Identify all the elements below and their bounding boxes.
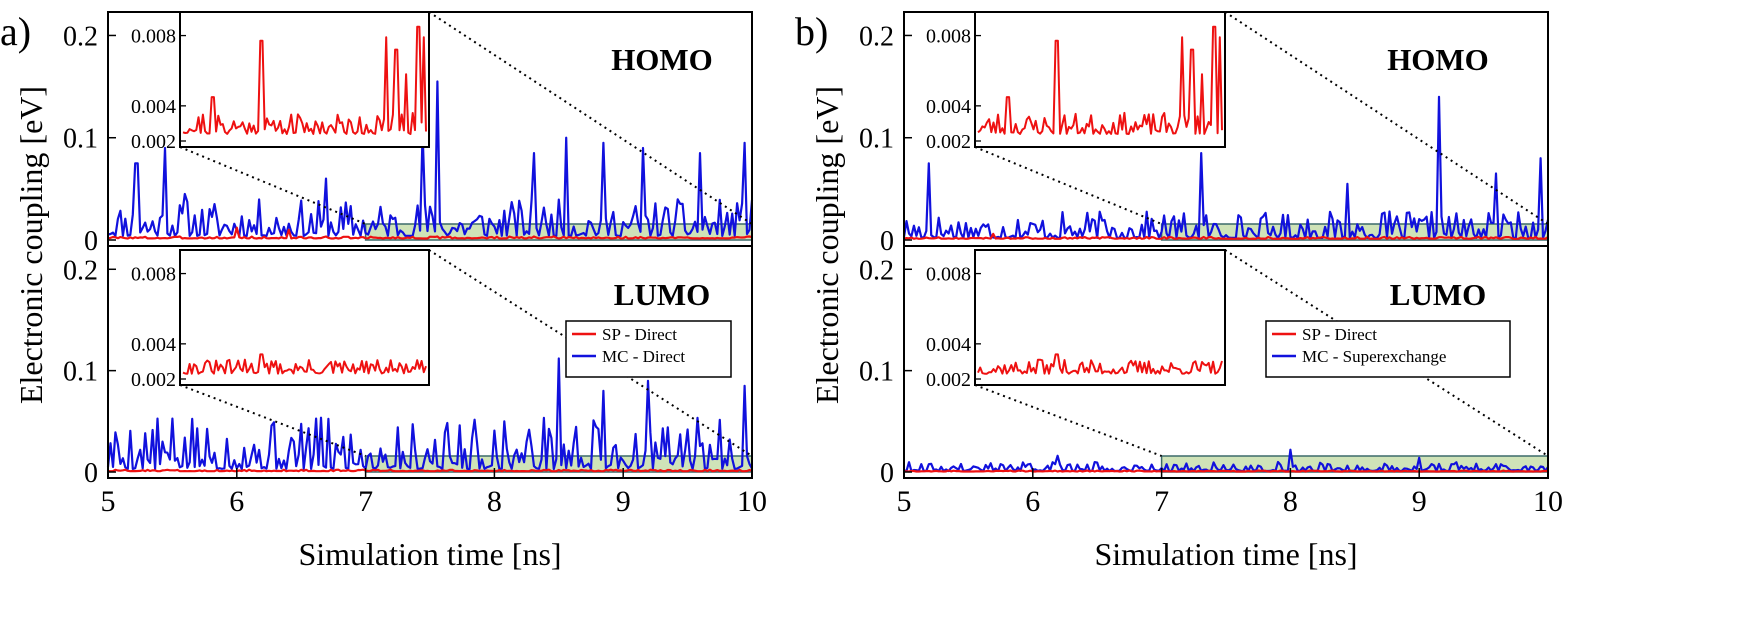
panel-label: a)	[0, 9, 31, 54]
legend-box	[1265, 320, 1511, 378]
x-tick-label: 10	[1533, 485, 1563, 518]
y-tick-label: 0	[84, 226, 98, 257]
zoom-connector	[428, 249, 753, 457]
subplot-label: LUMO	[614, 277, 710, 312]
inset-y-tick-label: 0.004	[131, 96, 176, 118]
x-tick-label: 8	[487, 485, 502, 518]
subplot-homo: 0 0.1 0.2 0.002 0.004 0.008 HOMO	[859, 11, 1550, 257]
x-axis-label: Simulation time [ns]	[1094, 536, 1357, 572]
x-tick-label: 5	[101, 485, 116, 518]
y-tick-label: 0	[880, 226, 894, 257]
y-axis-label: Electronic coupling [eV]	[13, 86, 49, 404]
inset-y-tick-label: 0.004	[926, 96, 971, 118]
zoom-connector	[179, 146, 366, 225]
y-tick-label: 0.2	[859, 21, 894, 52]
x-tick-label: 5	[897, 485, 912, 518]
panel-b: b) 0 0.1 0.2 0.002 0.004 0.008 HOMO 0 0.1 0.2 0.002…	[795, 9, 1563, 572]
subplot-lumo: 0 0.1 0.2 0.002 0.004 0.008 LUMO	[63, 249, 753, 489]
series-line-mc-superexchange	[903, 448, 1549, 473]
y-tick-label: 0.2	[859, 255, 894, 286]
legend-entry: MC - Superexchange	[1302, 347, 1446, 366]
zoom-connector	[974, 146, 1162, 225]
y-tick-label: 0.1	[63, 357, 98, 388]
inset-frame	[179, 249, 430, 386]
inset: 0.002 0.004 0.008	[131, 11, 430, 153]
inset: 0.002 0.004 0.008	[926, 249, 1226, 391]
y-tick-label: 0	[84, 458, 98, 489]
y-tick-label: 0	[880, 458, 894, 489]
series-line-sp-direct	[903, 232, 1549, 240]
zoom-connector	[974, 384, 1162, 457]
legend: SP - Direct MC - Direct	[565, 320, 732, 378]
series-line-sp-direct	[107, 468, 753, 473]
series-line-sp-direct	[903, 469, 1549, 473]
inset: 0.002 0.004 0.008	[131, 249, 430, 391]
inset-y-tick-label: 0.008	[926, 26, 971, 48]
y-tick-label: 0.1	[859, 357, 894, 388]
legend-entry: SP - Direct	[602, 325, 677, 344]
y-tick-label: 0.2	[63, 21, 98, 52]
inset-y-tick-label: 0.002	[926, 369, 971, 391]
legend-entry: MC - Direct	[602, 347, 685, 366]
inset-y-tick-label: 0.008	[131, 26, 176, 48]
zoom-connector	[428, 11, 753, 225]
inset-y-tick-label: 0.002	[131, 369, 176, 391]
inset-series-line	[182, 25, 427, 135]
inset-y-tick-label: 0.002	[926, 131, 971, 153]
y-axis-label: Electronic coupling [eV]	[809, 86, 845, 404]
x-tick-label: 7	[358, 485, 373, 518]
x-tick-label: 10	[737, 485, 767, 518]
panel-a: a) 0 0.1 0.2 0.002 0.004 0.008 HOMO 0 0.1 0.2 0.002…	[0, 9, 767, 572]
y-tick-label: 0.1	[859, 124, 894, 155]
subplot-label: HOMO	[611, 42, 713, 77]
inset-y-tick-label: 0.004	[131, 334, 176, 356]
subplot-label: LUMO	[1390, 277, 1486, 312]
legend-box	[565, 320, 732, 378]
series-line-mc-direct	[106, 357, 753, 471]
inset-y-tick-label: 0.002	[131, 131, 176, 153]
inset-y-tick-label: 0.008	[926, 264, 971, 286]
y-tick-label: 0.2	[63, 255, 98, 286]
x-tick-label: 6	[1025, 485, 1040, 518]
x-tick-label: 6	[229, 485, 244, 518]
series-line-mc-superexchange	[902, 95, 1550, 240]
zoom-connector	[1224, 11, 1549, 225]
x-tick-label: 7	[1154, 485, 1169, 518]
y-tick-label: 0.1	[63, 124, 98, 155]
legend-entry: SP - Direct	[1302, 325, 1377, 344]
legend: SP - Direct MC - Superexchange	[1265, 320, 1511, 378]
x-axis-label: Simulation time [ns]	[298, 536, 561, 572]
inset-series-line	[182, 353, 427, 375]
inset-y-tick-label: 0.004	[926, 334, 971, 356]
subplot-lumo: 0 0.1 0.2 0.002 0.004 0.008 LUMO	[859, 249, 1549, 489]
series-line-sp-direct	[107, 226, 753, 240]
panel-label: b)	[795, 9, 828, 54]
x-tick-label: 9	[616, 485, 631, 518]
inset-y-tick-label: 0.008	[131, 264, 176, 286]
x-tick-label: 9	[1412, 485, 1427, 518]
x-tick-label: 8	[1283, 485, 1298, 518]
inset: 0.002 0.004 0.008	[926, 11, 1226, 153]
series-line-mc-direct	[107, 80, 754, 237]
inset-series-line	[977, 353, 1223, 375]
subplot-homo: 0 0.1 0.2 0.002 0.004 0.008 HOMO	[63, 11, 754, 257]
inset-series-line	[977, 25, 1223, 135]
zoom-connector	[1224, 249, 1549, 457]
subplot-label: HOMO	[1387, 42, 1489, 77]
